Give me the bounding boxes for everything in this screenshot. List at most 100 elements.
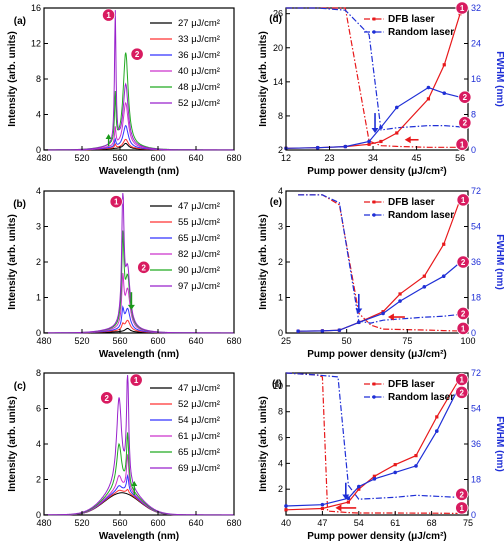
series-badge: 2	[458, 90, 472, 104]
legend-label: 48 μJ/cm²	[178, 82, 220, 93]
x-axis-label: Wavelength (nm)	[99, 166, 179, 177]
series-badge-circle	[455, 137, 469, 151]
intensity-point	[414, 464, 418, 468]
intensity-point	[337, 328, 342, 332]
legend-label: 27 μJ/cm²	[178, 18, 220, 29]
x-axis-label: Pump power density (μJ/cm²)	[307, 531, 446, 542]
y-axis-label: Intensity (arb. units)	[258, 214, 269, 310]
random-threshold-arrow-head	[355, 308, 363, 314]
intensity-point	[442, 242, 446, 246]
legend-label: DFB laser	[388, 379, 435, 390]
intensity-point	[320, 329, 325, 333]
spectrum-panel-c: 480 520 560 600 640 680 0 2 4 6 8 (c) Wavelength (nm…	[7, 368, 242, 542]
intensity-point	[346, 500, 350, 504]
y-tick-label: 8	[36, 74, 41, 84]
y-tick-label: 12	[31, 39, 41, 49]
legend-label: Random laser	[388, 392, 454, 403]
series-badge-circle	[455, 487, 469, 501]
y-axis-label: Intensity (arb. units)	[258, 31, 269, 127]
dfb-threshold-arrow-head	[404, 136, 411, 144]
intensity-point	[395, 131, 399, 135]
y2-axis-label: FWHM (nm)	[494, 234, 504, 290]
x-tick-label: 520	[74, 336, 89, 346]
y-tick-label: 10	[273, 381, 283, 391]
intensity-point	[320, 506, 324, 511]
intensity-point	[372, 474, 376, 478]
x-tick-label: 520	[74, 153, 89, 163]
y-axis-label: Intensity (arb. units)	[7, 396, 18, 492]
series-badge-circle	[456, 306, 470, 321]
y-axis-label: Intensity (arb. units)	[258, 396, 269, 492]
legend-marker	[372, 30, 376, 34]
y-tick-label: 8	[278, 407, 283, 417]
x-tick-label: 61	[390, 518, 400, 528]
peak-badge-number: 2	[142, 263, 147, 272]
series-badge-circle	[455, 372, 469, 387]
legend-marker	[372, 213, 376, 217]
y-tick-label: 26	[273, 9, 283, 19]
fwhm-line-2	[298, 194, 461, 324]
spectrum-series-6	[44, 10, 234, 151]
y-tick-label: 0	[36, 328, 41, 338]
intensity-point	[315, 145, 320, 150]
y-tick-label: 6	[278, 433, 283, 443]
legend-label: DFB laser	[388, 197, 435, 208]
legend-label: Random laser	[388, 27, 454, 38]
legend-label: DFB laser	[388, 14, 435, 25]
series-badge: 1	[456, 193, 470, 207]
peak-badge-circle	[130, 47, 144, 61]
y2-axis-label: FWHM (nm)	[494, 51, 504, 107]
threshold-arrow-head	[131, 481, 138, 486]
intensity-point	[426, 85, 431, 90]
panel-label: (a)	[14, 16, 26, 27]
series-badge-circle	[458, 116, 472, 130]
intensity-point	[393, 463, 397, 467]
dfb-threshold-arrow	[335, 504, 357, 512]
intensity-point	[367, 139, 371, 144]
peak-badge-circle	[109, 195, 123, 209]
y-tick-label: 8	[36, 368, 41, 378]
spectrum-series-6	[44, 193, 234, 334]
x-tick-label: 480	[36, 336, 51, 346]
intensity-point	[372, 477, 377, 481]
peak-badge: 2	[130, 47, 144, 61]
legend-label: 40 μJ/cm²	[178, 66, 220, 77]
fwhm-line-1	[285, 372, 458, 514]
panel-label: (e)	[270, 197, 282, 208]
random-threshold-arrow	[355, 293, 363, 314]
dfb-threshold-arrow-head	[387, 313, 394, 321]
x-tick-label: 680	[226, 518, 241, 528]
intensity-point	[426, 97, 431, 101]
peak-badge-number: 2	[104, 394, 109, 403]
y-tick-label: 4	[36, 110, 41, 120]
series-badge-number: 1	[461, 324, 466, 333]
y-tick-label: 4	[36, 186, 41, 196]
peak-badge-circle	[129, 373, 143, 387]
y2-tick-label: 18	[471, 293, 481, 303]
intensity-point	[346, 496, 351, 501]
x-tick-label: 75	[402, 336, 412, 346]
intensity-point	[320, 502, 325, 507]
fwhm-line-2	[285, 372, 458, 500]
y-tick-label: 0	[278, 328, 283, 338]
threshold-arrow-head	[127, 304, 135, 310]
y2-tick-label: 36	[471, 257, 481, 267]
x-axis-label: Pump power density (μJ/cm²)	[307, 166, 446, 177]
x-tick-label: 520	[74, 518, 89, 528]
legend-label: 69 μJ/cm²	[178, 463, 220, 474]
intensity-point	[379, 125, 383, 130]
dfb-threshold-arrow	[404, 136, 419, 144]
series-badge-number: 2	[460, 490, 465, 499]
intensity-point	[393, 470, 398, 475]
spectrum-series-1	[44, 492, 234, 516]
intensity-line-2	[285, 86, 461, 149]
peak-badge-number: 1	[106, 11, 111, 20]
y2-tick-label: 72	[471, 186, 481, 196]
x-tick-label: 50	[342, 336, 352, 346]
intensity-point	[381, 311, 385, 316]
peak-badge-number: 1	[114, 198, 119, 207]
legend-label: 52 μJ/cm²	[178, 399, 220, 410]
fwhm-line-1	[298, 194, 461, 332]
